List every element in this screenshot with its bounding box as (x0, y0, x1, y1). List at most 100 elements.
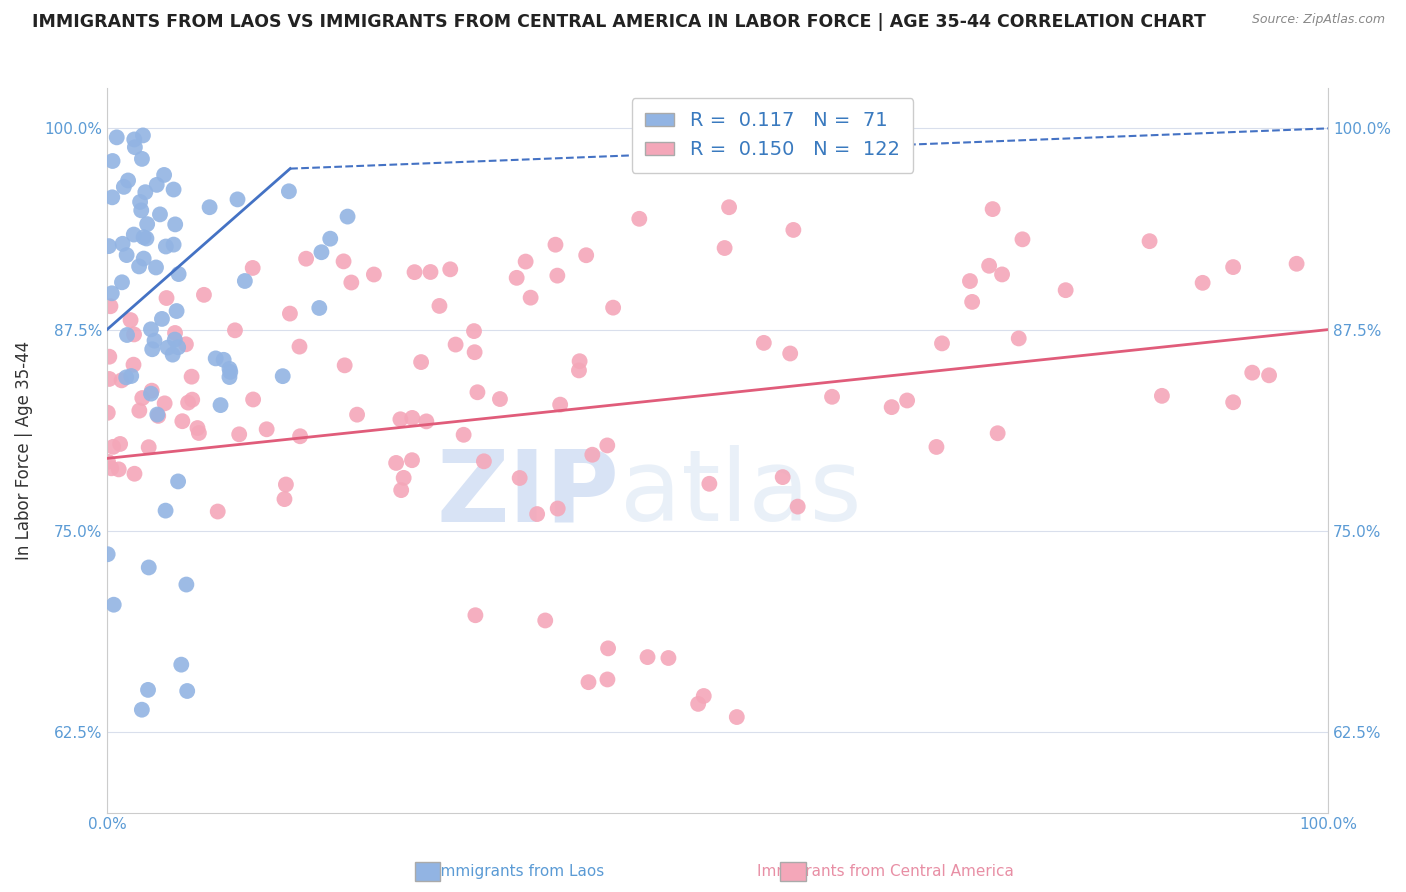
Point (98, 350, 121, 364)
Point (271, 369, 294, 384)
Point (991, 268, 1014, 282)
Point (167, 267, 190, 281)
Point (628, 211, 651, 226)
Point (155, 291, 177, 305)
Point (415, 414, 437, 428)
Point (242, 392, 264, 407)
Point (308, 301, 330, 315)
Point (218, 370, 240, 384)
Point (122, 132, 145, 146)
Point (115, 328, 138, 343)
Point (138, 440, 160, 454)
Point (288, 429, 311, 443)
Point (880, 400, 903, 414)
Point (187, 425, 209, 440)
Point (319, 232, 342, 246)
Point (515, 254, 537, 268)
Point (143, 334, 166, 348)
Point (122, 227, 145, 242)
Point (131, 391, 153, 405)
Text: atlas: atlas (620, 445, 862, 542)
Point (925, 440, 948, 454)
Point (145, 178, 167, 192)
Point (404, 265, 426, 279)
Point (509, 471, 531, 485)
Point (124, 467, 146, 481)
Point (581, 448, 603, 462)
Point (534, 614, 557, 628)
Point (146, 408, 169, 422)
Point (101, 286, 124, 301)
Point (212, 352, 235, 367)
Point (340, 276, 363, 290)
Point (226, 193, 249, 207)
Point (444, 337, 467, 351)
Point (519, 291, 541, 305)
Point (124, 140, 146, 154)
Point (274, 477, 297, 491)
Point (419, 265, 441, 279)
Point (218, 362, 240, 376)
Point (242, 260, 264, 275)
Point (1285, 257, 1308, 271)
Point (98, 372, 121, 386)
Point (959, 274, 981, 288)
Point (467, 385, 489, 400)
Point (228, 427, 250, 442)
Point (278, 307, 301, 321)
Point (389, 412, 412, 426)
Point (489, 392, 512, 406)
Point (547, 501, 569, 516)
Point (464, 608, 486, 623)
Point (779, 346, 801, 360)
Point (392, 471, 415, 485)
Y-axis label: In Labor Force | Age 35-44: In Labor Force | Age 35-44 (15, 341, 32, 560)
Point (107, 462, 129, 476)
Point (363, 268, 385, 282)
Point (1241, 366, 1264, 380)
Point (108, 437, 131, 451)
Point (115, 370, 138, 384)
Point (170, 657, 193, 672)
Point (896, 393, 918, 408)
Point (688, 697, 710, 711)
Point (718, 200, 741, 214)
Point (1150, 389, 1173, 403)
Point (97, 455, 120, 469)
Point (411, 355, 433, 369)
Point (181, 392, 204, 407)
Point (132, 128, 155, 143)
Point (389, 483, 412, 497)
Point (693, 689, 716, 703)
Point (167, 475, 190, 489)
Point (139, 386, 162, 401)
Point (117, 173, 139, 187)
Point (166, 304, 188, 318)
Point (134, 185, 156, 199)
Point (198, 200, 221, 214)
Point (224, 323, 246, 337)
Point (233, 274, 256, 288)
Point (162, 348, 184, 362)
Point (165, 218, 187, 232)
Point (176, 577, 198, 591)
Point (115, 248, 138, 262)
Point (180, 369, 202, 384)
Point (786, 500, 808, 514)
Point (596, 641, 619, 656)
Point (129, 194, 152, 209)
Point (1139, 234, 1161, 248)
Point (122, 358, 145, 372)
Point (148, 409, 170, 423)
Point (111, 275, 134, 289)
Point (136, 682, 159, 697)
Point (97, 547, 120, 561)
Point (132, 252, 155, 266)
Point (575, 248, 598, 262)
Point (129, 203, 152, 218)
Point (122, 327, 145, 342)
Point (548, 398, 571, 412)
Point (401, 453, 423, 467)
Point (138, 560, 160, 574)
Point (101, 190, 124, 204)
